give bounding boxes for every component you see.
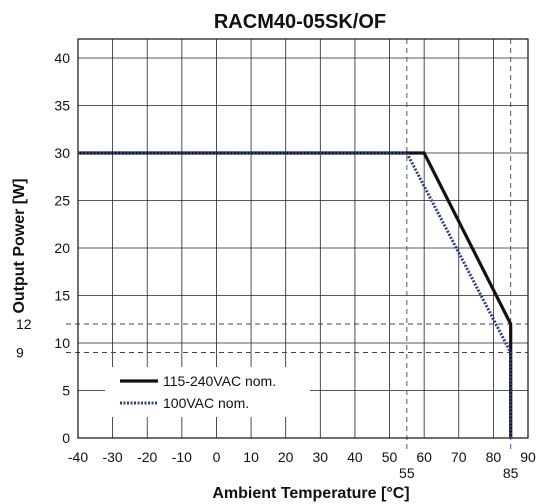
y-axis-label: Output Power [W] (11, 178, 28, 313)
y-tick-label-5: 5 (62, 383, 70, 399)
legend-label-100vac: 100VAC nom. (163, 395, 249, 411)
y-tick-label-15: 15 (54, 288, 70, 304)
y-tick-label-30: 30 (54, 145, 70, 161)
series-line-1 (78, 151, 513, 438)
x-tick-label--30: -30 (102, 449, 122, 465)
plot-frame (77, 38, 529, 439)
tick-labels: -40 -30 -20 -10 0 10 20 30 40 50 60 70 80 90 55 85 0 5 10 1… (16, 50, 536, 481)
x-tick-label-10: 10 (243, 449, 259, 465)
y-extra-tick-label-12: 12 (16, 316, 32, 332)
x-tick-label-0: 0 (213, 449, 221, 465)
x-axis-label: Ambient Temperature [°C] (212, 485, 409, 502)
y-tick-label-35: 35 (54, 98, 70, 114)
x-tick-label-80: 80 (486, 449, 502, 465)
x-tick-label-30: 30 (313, 449, 329, 465)
series-lines (78, 151, 513, 438)
x-tick-label-70: 70 (451, 449, 467, 465)
y-extra-tick-label-9: 9 (16, 345, 24, 361)
x-tick-label-90: 90 (520, 449, 536, 465)
legend-box (105, 367, 310, 417)
x-extra-tick-label-85: 85 (503, 465, 519, 481)
x-tick-label-20: 20 (278, 449, 294, 465)
x-tick-label--20: -20 (137, 449, 157, 465)
x-tick-label-60: 60 (416, 449, 432, 465)
x-tick-label-50: 50 (382, 449, 398, 465)
legend-label-115-240vac: 115-240VAC nom. (163, 373, 276, 389)
x-tick-label--10: -10 (172, 449, 192, 465)
x-extra-tick-label-55: 55 (399, 465, 415, 481)
y-tick-label-25: 25 (54, 193, 70, 209)
y-tick-label-10: 10 (54, 335, 70, 351)
y-tick-label-20: 20 (54, 240, 70, 256)
legend: 115-240VAC nom. 100VAC nom. (105, 367, 310, 417)
y-tick-label-0: 0 (62, 430, 70, 446)
x-tick-label-40: 40 (347, 449, 363, 465)
chart-title: RACM40-05SK/OF (214, 11, 386, 33)
x-tick-label--40: -40 (68, 449, 88, 465)
y-tick-label-40: 40 (54, 50, 70, 66)
